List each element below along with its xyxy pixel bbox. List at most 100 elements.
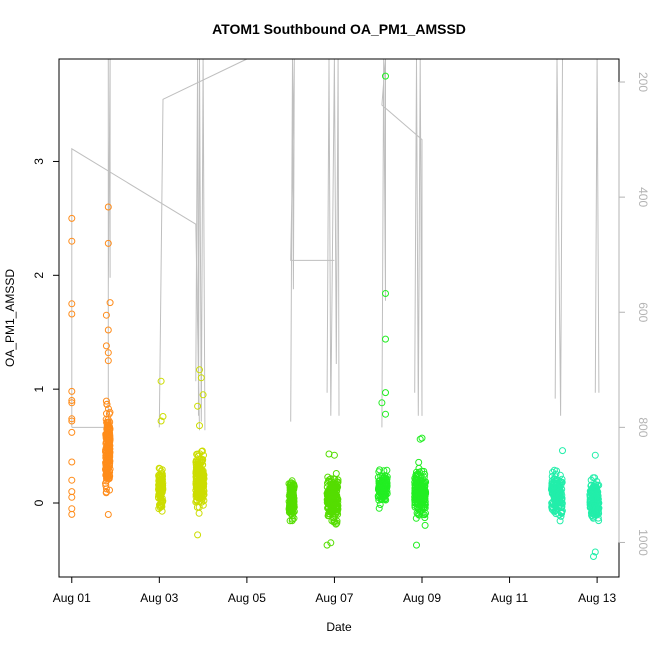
data-point bbox=[288, 485, 296, 493]
data-point bbox=[413, 472, 421, 480]
data-point bbox=[333, 479, 341, 486]
data-point bbox=[68, 458, 76, 466]
data-point bbox=[102, 485, 110, 493]
data-point bbox=[382, 72, 389, 80]
data-point bbox=[332, 502, 340, 510]
series-2 bbox=[285, 450, 342, 549]
data-point bbox=[104, 239, 112, 247]
data-point bbox=[593, 507, 601, 515]
data-point bbox=[556, 471, 564, 479]
data-point bbox=[68, 310, 76, 318]
data-point bbox=[548, 479, 556, 487]
data-point bbox=[382, 290, 389, 297]
data-point bbox=[102, 397, 110, 405]
data-point bbox=[156, 482, 164, 490]
data-point bbox=[68, 387, 76, 395]
data-point bbox=[412, 490, 420, 498]
data-point bbox=[323, 541, 331, 549]
data-point bbox=[412, 475, 420, 483]
data-point bbox=[421, 521, 429, 529]
data-point bbox=[413, 541, 420, 549]
data-point bbox=[589, 474, 597, 482]
data-point bbox=[198, 447, 206, 455]
data-point bbox=[194, 402, 202, 410]
data-point bbox=[197, 458, 205, 466]
data-point bbox=[104, 432, 112, 439]
data-point bbox=[193, 450, 201, 458]
y-axis: 0 1 2 3 bbox=[32, 158, 60, 506]
data-point bbox=[379, 489, 387, 497]
data-point bbox=[417, 480, 425, 488]
data-point bbox=[104, 203, 112, 211]
data-point bbox=[382, 476, 390, 484]
data-point bbox=[196, 459, 204, 466]
data-point bbox=[594, 494, 602, 502]
data-point bbox=[332, 520, 340, 528]
data-point bbox=[591, 548, 599, 556]
data-point bbox=[155, 473, 163, 481]
data-point bbox=[375, 496, 383, 504]
data-point bbox=[418, 434, 426, 442]
data-point bbox=[158, 500, 166, 508]
data-point bbox=[199, 501, 207, 509]
x-tick-label: Aug 01 bbox=[53, 591, 91, 605]
data-point bbox=[68, 417, 76, 425]
data-point bbox=[68, 415, 76, 423]
data-point bbox=[416, 435, 424, 443]
data-point bbox=[382, 389, 389, 397]
data-point bbox=[588, 509, 596, 517]
data-point bbox=[380, 467, 388, 475]
data-point bbox=[102, 342, 110, 350]
data-point bbox=[68, 300, 76, 308]
data-point bbox=[68, 505, 76, 513]
data-point bbox=[196, 422, 203, 430]
x-tick-label: Aug 07 bbox=[315, 591, 353, 605]
data-point bbox=[415, 458, 423, 466]
data-point bbox=[327, 539, 335, 547]
data-point bbox=[104, 511, 112, 518]
data-point bbox=[68, 237, 76, 245]
data-point bbox=[288, 482, 295, 490]
data-point bbox=[412, 482, 420, 490]
data-point bbox=[591, 483, 598, 491]
data-point bbox=[106, 453, 114, 461]
data-point bbox=[328, 482, 336, 490]
secondary-series-line-5 bbox=[326, 58, 340, 416]
data-point bbox=[557, 488, 565, 495]
data-point bbox=[374, 494, 382, 501]
data-point bbox=[591, 451, 599, 459]
data-point bbox=[193, 496, 201, 504]
data-point bbox=[330, 494, 338, 502]
data-point bbox=[68, 399, 76, 407]
data-point bbox=[156, 490, 164, 497]
x-tick-label: Aug 11 bbox=[491, 591, 528, 605]
data-point bbox=[193, 503, 201, 511]
y2-tick-label: 800 bbox=[636, 417, 650, 437]
data-point bbox=[290, 501, 298, 509]
data-point bbox=[104, 429, 112, 437]
x-tick-label: Aug 03 bbox=[140, 591, 178, 605]
data-point bbox=[558, 475, 566, 483]
data-point bbox=[104, 326, 112, 334]
data-point bbox=[421, 501, 429, 508]
data-point bbox=[192, 474, 200, 482]
data-point bbox=[412, 514, 420, 522]
data-point bbox=[417, 474, 425, 482]
data-point bbox=[105, 458, 113, 466]
secondary-series-line-7 bbox=[414, 58, 423, 416]
data-point bbox=[192, 486, 200, 494]
y-tick-label: 2 bbox=[32, 272, 46, 279]
data-point bbox=[68, 428, 76, 436]
data-point bbox=[104, 357, 112, 365]
x-axis: Aug 01 Aug 03 Aug 05 Aug 07 Aug 09 Aug 11 Aug … bbox=[53, 576, 616, 605]
data-point bbox=[587, 490, 595, 498]
data-point bbox=[324, 512, 332, 520]
data-point bbox=[420, 497, 428, 505]
series-4 bbox=[548, 447, 603, 560]
data-point bbox=[332, 483, 340, 491]
series-1 bbox=[155, 366, 208, 539]
data-point bbox=[413, 468, 420, 476]
data-point bbox=[548, 483, 556, 491]
secondary-series-line-9 bbox=[594, 58, 600, 393]
